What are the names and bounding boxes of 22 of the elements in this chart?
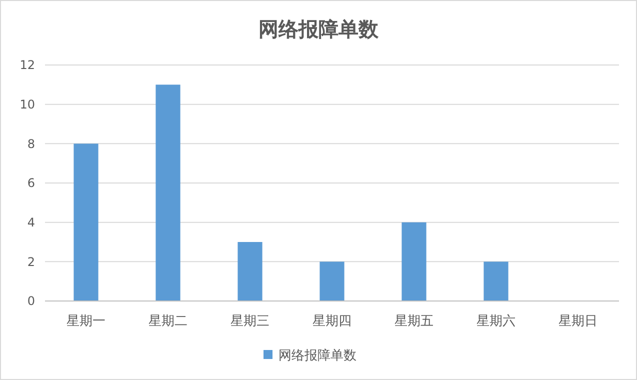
bar (74, 144, 98, 301)
bar (238, 242, 262, 301)
bar (402, 222, 426, 301)
x-tick-label: 星期六 (476, 314, 516, 329)
x-tick-label: 星期三 (230, 314, 270, 329)
y-tick-label: 12 (20, 58, 35, 72)
x-tick-label: 星期一 (66, 314, 106, 329)
x-tick-label: 星期四 (312, 314, 352, 329)
y-tick-label: 6 (27, 176, 35, 190)
x-tick-label: 星期五 (394, 314, 434, 329)
y-tick-label: 2 (27, 254, 35, 269)
x-tick-label: 星期日 (558, 314, 598, 329)
bar (320, 262, 344, 301)
bar (484, 262, 508, 301)
y-tick-label: 0 (27, 294, 35, 308)
x-tick-label: 星期二 (148, 314, 188, 329)
y-tick-label: 4 (27, 216, 35, 230)
legend-label: 网络报障单数 (278, 348, 356, 364)
y-tick-label: 8 (27, 136, 35, 151)
y-tick-label: 10 (20, 98, 35, 112)
chart-title: 网络报障单数 (258, 17, 380, 41)
bar (156, 84, 180, 301)
